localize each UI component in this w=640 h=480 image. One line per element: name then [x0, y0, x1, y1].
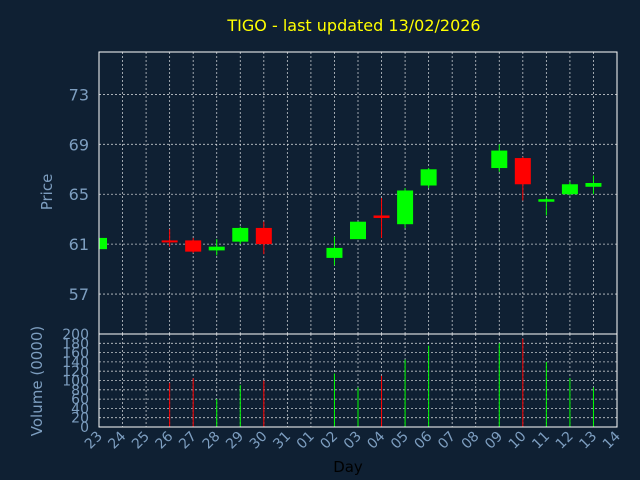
- volume-tick-label: 40: [71, 401, 89, 417]
- price-tick-label: 65: [69, 185, 89, 204]
- volume-tick-label: 100: [62, 374, 89, 390]
- candle-10: [514, 156, 531, 201]
- volume-tick-label: 180: [62, 336, 89, 352]
- candle-30: [255, 221, 272, 255]
- candle-body: [373, 215, 390, 218]
- volume-tick-label: 80: [71, 383, 89, 399]
- candle-02: [326, 236, 343, 266]
- candle-28: [208, 239, 225, 256]
- candle-06: [420, 168, 437, 189]
- candle-body: [185, 240, 202, 252]
- candle-23: [98, 237, 107, 250]
- plot-frames: [98, 51, 618, 428]
- candle-body: [397, 190, 414, 225]
- candle-body: [585, 183, 602, 187]
- day-axis-label: Day: [333, 458, 363, 476]
- candle-body: [350, 221, 366, 240]
- price-axis-ticks: 57 61 65 69 73: [69, 85, 89, 304]
- candle-body: [232, 227, 249, 242]
- candle-body: [161, 240, 178, 243]
- candle-04: [373, 197, 390, 238]
- candle-body: [561, 184, 578, 195]
- candle-body: [491, 150, 508, 169]
- candle-09: [491, 144, 508, 172]
- price-tick-label: 73: [69, 85, 89, 104]
- price-tick-label: 61: [69, 235, 89, 254]
- candle-body: [326, 247, 343, 258]
- day-axis-ticks: 23 24 25 26 27 28 29 30 31 01 02 03 04 05 06 07 08 09 10 11…: [82, 428, 624, 452]
- candle-26: [161, 229, 178, 247]
- volume-tick-label: 20: [71, 411, 89, 427]
- candle-27: [185, 237, 202, 253]
- candle-12: [561, 181, 578, 196]
- candle-03: [350, 221, 366, 240]
- price-axis-label: Price: [38, 174, 56, 211]
- candle-13: [585, 175, 602, 195]
- candle-11: [538, 197, 555, 216]
- candle-body: [99, 237, 107, 250]
- volume-tick-label: 60: [71, 392, 89, 408]
- candlestick-series: [98, 144, 602, 266]
- volume-tick-label: 140: [62, 355, 89, 371]
- candle-body: [208, 246, 225, 251]
- candle-body: [538, 199, 555, 202]
- candle-body: [255, 227, 272, 245]
- candle-body: [420, 169, 437, 186]
- candle-29: [232, 226, 249, 245]
- volume-axis-label: Volume (0000): [28, 326, 46, 436]
- candle-body: [514, 158, 531, 185]
- volume-tick-label: 0: [80, 420, 89, 436]
- volume-plot-frame: [98, 333, 618, 428]
- price-tick-label: 57: [69, 285, 89, 304]
- chart-title: TIGO - last updated 13/02/2026: [226, 16, 480, 35]
- volume-series: [169, 338, 594, 427]
- volume-tick-label: 120: [62, 364, 89, 380]
- price-tick-label: 69: [69, 135, 89, 154]
- candle-05: [397, 188, 414, 228]
- volume-tick-label: 160: [62, 346, 89, 362]
- volume-tick-label: 200: [62, 327, 89, 343]
